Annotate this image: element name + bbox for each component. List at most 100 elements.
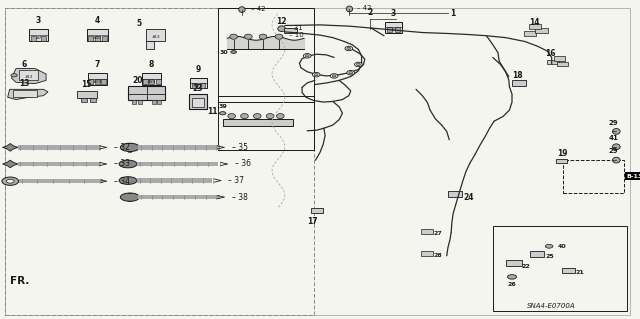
Bar [395,27,401,32]
Text: 13: 13 [19,79,29,88]
Text: #19: #19 [147,80,156,84]
Text: – 42: – 42 [357,5,372,11]
Ellipse shape [120,193,140,201]
Polygon shape [3,144,18,151]
Ellipse shape [11,74,17,77]
Ellipse shape [220,112,226,115]
Ellipse shape [228,114,236,119]
Bar [128,86,165,100]
Bar [13,90,37,97]
Ellipse shape [612,129,620,134]
Bar [19,70,38,80]
Text: – 38: – 38 [232,193,248,202]
Text: 11: 11 [207,108,218,116]
Ellipse shape [305,55,309,57]
Ellipse shape [349,72,353,74]
Text: – 35: – 35 [232,143,248,152]
Bar [90,98,96,102]
Bar [192,83,197,88]
Bar [142,73,161,85]
Text: 14: 14 [529,18,540,27]
Bar [190,78,207,88]
Text: 27: 27 [434,231,443,236]
Bar [95,79,100,84]
Text: #10: #10 [93,36,102,40]
Text: – 37: – 37 [228,176,244,185]
Ellipse shape [275,34,283,39]
Bar [556,159,567,163]
Bar [132,100,136,104]
Bar [563,160,624,193]
Text: #13: #13 [25,75,33,79]
Ellipse shape [314,73,318,76]
Text: – 36: – 36 [235,160,251,168]
Bar [156,79,161,84]
Bar [88,79,93,84]
Bar [31,36,36,41]
Bar [547,60,559,64]
Bar [19,179,103,183]
Text: 20: 20 [132,76,143,85]
Text: 40: 40 [558,244,566,249]
Bar [88,36,93,41]
Polygon shape [8,89,48,100]
Text: 6: 6 [22,60,27,69]
Text: 39: 39 [218,104,227,109]
Text: 7: 7 [95,60,100,69]
Bar [81,98,87,102]
Ellipse shape [612,157,620,163]
Bar [223,119,293,126]
Text: – 10: – 10 [289,32,304,38]
Text: 1: 1 [450,9,455,18]
Bar [152,100,156,104]
Ellipse shape [276,114,284,119]
Bar [554,56,565,61]
Text: 15: 15 [81,80,92,89]
Ellipse shape [278,26,285,32]
Text: 9: 9 [196,65,201,74]
Bar [146,29,165,41]
Bar [530,251,544,257]
Ellipse shape [303,54,311,58]
Ellipse shape [259,34,267,39]
Ellipse shape [120,143,140,152]
Text: 30: 30 [220,50,228,55]
Text: #7: #7 [390,28,397,32]
Text: 25: 25 [545,254,554,259]
Text: – 42: – 42 [251,6,266,12]
Text: 26: 26 [508,282,516,287]
Bar [138,100,142,104]
Bar [535,28,548,33]
Ellipse shape [612,144,620,150]
Bar [146,41,154,49]
Bar [87,29,108,41]
Text: – 32: – 32 [114,143,130,152]
Bar [41,36,46,41]
Bar [557,62,568,66]
Ellipse shape [253,114,261,119]
Bar [218,96,314,150]
Ellipse shape [345,46,353,51]
Text: SNA4-E0700A: SNA4-E0700A [527,303,576,309]
Text: – 33: – 33 [114,160,130,168]
Bar [385,22,402,33]
Bar [138,195,220,199]
Bar [189,94,207,109]
Bar [524,31,536,36]
Text: #13: #13 [151,35,160,39]
Bar [512,80,526,86]
Text: B-13: B-13 [626,174,640,179]
Text: 12: 12 [276,17,287,26]
Text: 4: 4 [95,16,100,25]
Text: 19: 19 [557,149,567,158]
Bar [493,226,627,311]
Text: 21: 21 [576,270,585,275]
Ellipse shape [119,160,137,168]
Ellipse shape [332,75,336,77]
Text: 3: 3 [391,9,396,18]
Bar [200,83,205,88]
Ellipse shape [347,70,355,75]
Ellipse shape [119,177,137,184]
Bar [562,268,575,273]
Bar [137,178,212,183]
